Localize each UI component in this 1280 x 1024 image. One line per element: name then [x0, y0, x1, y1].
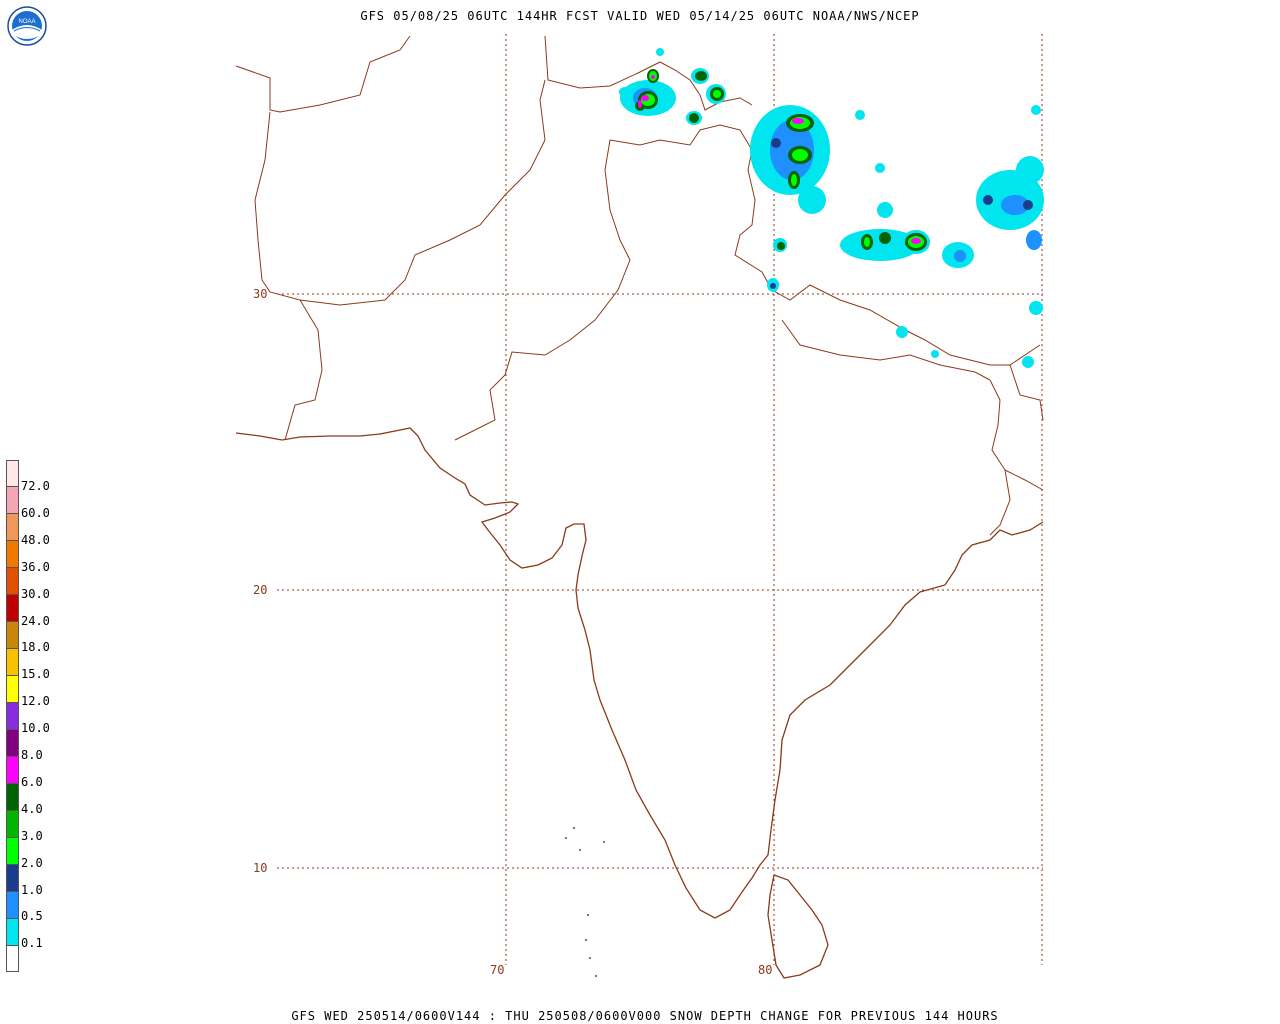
legend-swatch — [6, 594, 19, 621]
legend-swatch — [6, 810, 19, 837]
legend-swatch — [6, 648, 19, 675]
legend-label: 10.0 — [21, 721, 50, 736]
legend-swatch — [6, 675, 19, 702]
legend-label: 30.0 — [21, 586, 50, 601]
legend-swatch — [6, 567, 19, 594]
legend-swatch — [6, 864, 19, 891]
legend-label: 12.0 — [21, 694, 50, 709]
coastline — [235, 427, 1044, 979]
legend-label: 36.0 — [21, 559, 50, 574]
legend-label: 0.1 — [21, 936, 43, 951]
legend-label: 24.0 — [21, 613, 50, 628]
snow-depth-contours — [619, 48, 1044, 368]
country-borders — [235, 35, 1044, 536]
legend-label: 60.0 — [21, 505, 50, 520]
footer-caption: GFS WED 250514/0600V144 : THU 250508/060… — [291, 1009, 999, 1023]
lon-label-70: 70 — [490, 963, 505, 977]
legend-label: 2.0 — [21, 855, 43, 870]
legend-swatch — [6, 702, 19, 729]
legend-swatch — [6, 837, 19, 864]
legend-label: 0.5 — [21, 909, 43, 924]
legend-colorbar — [6, 460, 19, 972]
legend-label: 1.0 — [21, 882, 43, 897]
legend-swatch — [6, 891, 19, 918]
noaa-logo-text: NOAA — [18, 19, 35, 25]
lat-label-20: 20 — [253, 583, 268, 597]
legend-swatch — [6, 460, 19, 486]
legend-swatch — [6, 783, 19, 810]
graticule — [277, 34, 1043, 965]
lon-label-80: 80 — [758, 963, 773, 977]
legend-swatch — [6, 540, 19, 567]
lat-label-30: 30 — [253, 287, 268, 301]
legend-label: 8.0 — [21, 748, 43, 762]
legend-label: 48.0 — [21, 532, 50, 547]
chart-title: GFS 05/08/25 06UTC 144HR FCST VALID WED … — [360, 9, 920, 23]
legend-label: 4.0 — [21, 801, 43, 816]
legend-swatch — [6, 945, 19, 972]
legend-swatch — [6, 486, 19, 513]
islands — [565, 827, 605, 977]
legend-swatch — [6, 918, 19, 945]
legend-label: 6.0 — [21, 774, 43, 789]
legend-swatch — [6, 621, 19, 648]
noaa-logo: NOAA — [7, 6, 47, 46]
legend-label: 18.0 — [21, 640, 50, 655]
legend-swatch — [6, 756, 19, 783]
legend-swatch — [6, 513, 19, 540]
lat-label-10: 10 — [253, 861, 268, 875]
legend-label: 72.0 — [21, 479, 50, 493]
legend-swatch — [6, 729, 19, 756]
legend-label: 3.0 — [21, 828, 43, 843]
legend-label: 15.0 — [21, 667, 50, 682]
